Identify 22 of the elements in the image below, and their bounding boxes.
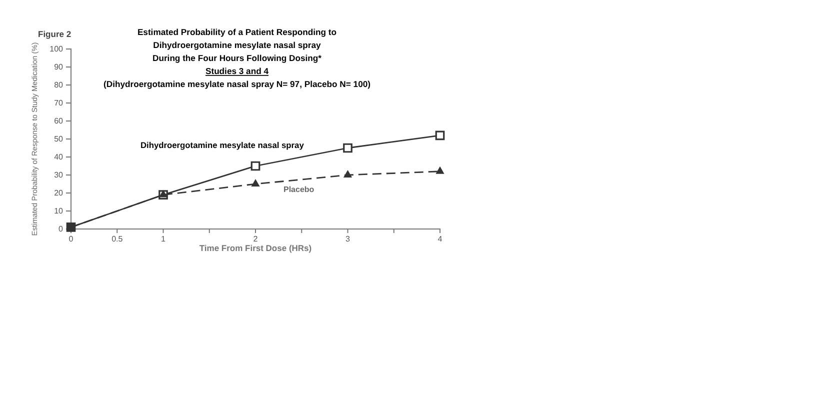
y-tick-label: 90	[54, 62, 64, 72]
y-tick-label: 80	[54, 80, 64, 90]
series-label: Dihydroergotamine mesylate nasal spray	[140, 140, 304, 150]
y-tick-label: 20	[54, 188, 64, 198]
y-tick-label: 60	[54, 116, 64, 126]
x-tick-label: 4	[438, 234, 443, 244]
x-tick-label: 3	[346, 234, 351, 244]
x-tick-label: 1	[161, 234, 166, 244]
y-tick-label: 0	[58, 224, 64, 234]
y-tick-label: 50	[54, 134, 64, 144]
y-tick-label: 100	[50, 44, 64, 54]
caption: Figure 2	[38, 29, 72, 39]
x-axis-title: Time From First Dose (HRs)	[199, 243, 312, 253]
x-tick-label: 0	[68, 234, 74, 244]
x-tick-label: 2	[253, 234, 258, 244]
y-tick-label: 40	[54, 152, 64, 162]
y-tick-label: 70	[54, 98, 64, 108]
x-tick-label: 0.5	[112, 234, 124, 244]
y-tick-label: 10	[54, 206, 64, 216]
text: Estimated Probability of a Patient Responding to Dihydroergotamine mesylate nasal spray During the Four Hours Following Dosing* Studies 3 and 4 (Dihydroergotamine mesylate nasal spray N= 97, Placebo N= 100)	[104, 27, 371, 89]
y-tick-label: 30	[54, 170, 64, 180]
series-label: Placebo	[284, 185, 314, 194]
